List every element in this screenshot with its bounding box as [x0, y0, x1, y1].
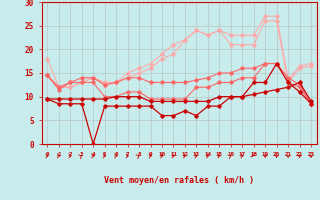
X-axis label: Vent moyen/en rafales ( km/h ): Vent moyen/en rafales ( km/h )	[104, 176, 254, 185]
